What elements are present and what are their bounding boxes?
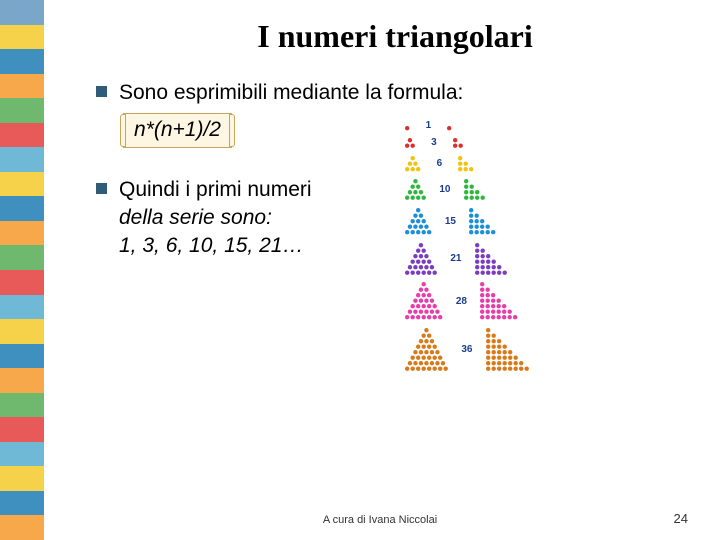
triangle-label: 3 <box>426 137 442 148</box>
triangle-label: 15 <box>442 216 458 227</box>
triangle-row-n8: 36 <box>404 327 664 372</box>
equilateral-triangle <box>404 178 427 201</box>
triangle-label: 10 <box>437 184 453 195</box>
right-triangle <box>452 137 464 149</box>
triangle-row-n6: 21 <box>404 242 664 276</box>
bullet-2-line1: Quindi i primi numeri <box>119 178 312 201</box>
triangle-row-n1: 1 <box>404 120 664 131</box>
page-number: 24 <box>674 511 688 526</box>
right-triangle <box>457 155 474 172</box>
equilateral-triangle <box>404 207 432 235</box>
formula-scroll: n*(n+1)/2 <box>123 113 232 147</box>
bullet-2-text: Quindi i primi numeri della serie sono: … <box>119 176 312 261</box>
equilateral-triangle <box>404 327 449 372</box>
equilateral-triangle <box>404 242 438 276</box>
triangle-row-n5: 15 <box>404 207 664 235</box>
slide-title: I numeri triangolari <box>90 0 700 79</box>
bullet-marker-icon <box>96 86 107 97</box>
triangle-row-n4: 10 <box>404 178 664 201</box>
right-triangle <box>446 125 452 131</box>
equilateral-triangle <box>404 155 421 172</box>
triangle-label: 36 <box>459 344 475 355</box>
right-triangle <box>485 327 530 372</box>
right-triangle <box>474 242 508 276</box>
triangle-row-n7: 28 <box>404 281 664 320</box>
triangular-numbers-diagram: 1361015212836 <box>404 120 664 378</box>
right-triangle <box>479 281 518 320</box>
equilateral-triangle <box>404 281 443 320</box>
footer-credit: A cura di Ivana Niccolai <box>60 514 700 526</box>
bullet-1-line: Sono esprimibili mediante la formula: <box>119 81 463 104</box>
equilateral-triangle <box>404 125 410 131</box>
triangle-label: 28 <box>453 296 469 307</box>
bullet-2-line3: 1, 3, 6, 10, 15, 21… <box>119 234 303 257</box>
triangle-label: 6 <box>431 158 447 169</box>
bullet-2-line2: della serie sono: <box>119 206 272 229</box>
triangle-label: 21 <box>448 253 464 264</box>
right-triangle <box>468 207 496 235</box>
triangle-label: 1 <box>420 120 436 131</box>
decorative-sidebar <box>0 0 44 540</box>
triangle-row-n3: 6 <box>404 155 664 172</box>
formula-text: n*(n+1)/2 <box>134 118 221 141</box>
slide-content: I numeri triangolari Sono esprimibili me… <box>60 0 700 540</box>
right-triangle <box>463 178 486 201</box>
triangle-row-n2: 3 <box>404 137 664 149</box>
equilateral-triangle <box>404 137 416 149</box>
bullet-marker-icon <box>96 183 107 194</box>
